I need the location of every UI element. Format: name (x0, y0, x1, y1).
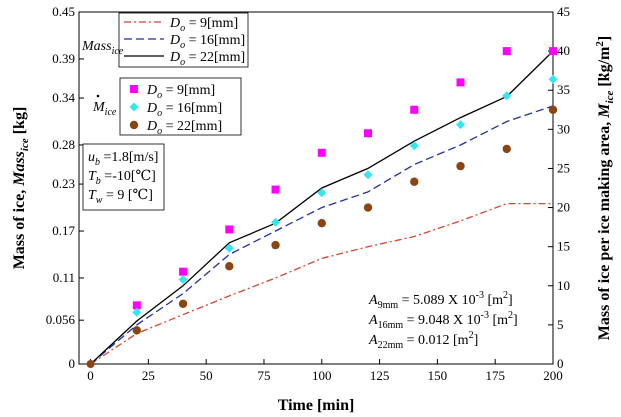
data-point (317, 148, 326, 157)
condition-text: ub =1.8[m/s] (88, 150, 158, 168)
y-left-tick-label: 0 (69, 356, 76, 371)
y-right-tick-label: 35 (557, 82, 570, 97)
m-ice-label: Mice (92, 100, 117, 118)
series-line (90, 50, 554, 365)
data-point (178, 299, 188, 308)
data-point (364, 129, 373, 138)
data-point (502, 91, 512, 101)
y-right-tick-label: 40 (557, 43, 570, 58)
bottom-axis-ticks: 0 25 50 75 100 125 150 175 200 (87, 359, 563, 383)
legend-marker-swatch (130, 85, 138, 93)
condition-text: Tw = 9 [℃] (88, 188, 153, 206)
data-point (271, 185, 280, 194)
origin-point (86, 360, 95, 368)
area-text: A16mm = 9.048 X 10-3 [m2] (368, 310, 518, 331)
y-right-tick-label: 5 (557, 317, 564, 332)
legend-marker-label: Do = 16[mm] (146, 101, 222, 119)
x-tick-label: 100 (312, 368, 332, 383)
y-right-tick-label: 10 (557, 278, 570, 293)
series-line (90, 105, 554, 365)
x-tick-label: 200 (543, 368, 563, 383)
area-text: A22mm = 0.012 [m2] (368, 330, 478, 351)
x-tick-label: 125 (370, 368, 390, 383)
line-series-group (90, 50, 554, 365)
data-point (456, 161, 465, 171)
left-axis-ticks: 0 0.056 0.11 0.17 0.23 0.28 0.34 0.39 0.45 (46, 4, 84, 371)
y-right-tick-label: 0 (557, 356, 564, 371)
condition-text: Tb =-10[℃] (88, 169, 156, 187)
marker-series-group (86, 47, 558, 368)
right-title-dot (598, 73, 602, 77)
x-tick-label: 150 (428, 368, 448, 383)
x-tick-label: 75 (257, 368, 270, 383)
legend-marker-label: Do = 22[mm] (146, 119, 222, 137)
data-point (271, 240, 280, 250)
data-point (456, 78, 465, 87)
y-left-tick-label: 0.34 (52, 90, 75, 105)
series-line (90, 202, 553, 365)
y-right-axis-title: Mass of ice per ice making area, Mice [k… (594, 36, 616, 340)
marker-legend: Do = 9[mm]Do = 16[mm]Do = 22[mm] (119, 77, 242, 137)
data-point (548, 74, 558, 84)
data-point (410, 177, 419, 186)
x-axis-title: Time [min] (278, 397, 355, 414)
y-left-axis-title: Mass of ice, Massice [kg] (11, 107, 31, 270)
data-point (410, 105, 419, 114)
legend-line-label: Do = 9[mm] (169, 16, 238, 34)
data-point (178, 275, 188, 285)
data-point (502, 144, 511, 154)
legend-marker-swatch (129, 120, 139, 130)
data-point (548, 105, 558, 114)
legend-marker-label: Do = 9[mm] (146, 83, 215, 101)
y-left-tick-label: 0.39 (52, 51, 75, 66)
x-tick-label: 0 (87, 368, 94, 383)
data-point (132, 301, 141, 310)
data-point (132, 307, 142, 317)
y-left-tick-label: 0.056 (46, 312, 76, 327)
data-point (502, 47, 511, 56)
legend-line-label: Do = 16[mm] (169, 33, 245, 51)
mass-ice-label: Massice (81, 39, 124, 57)
data-point (456, 120, 466, 130)
x-tick-label: 25 (142, 368, 155, 383)
data-point (132, 326, 142, 335)
y-right-tick-label: 20 (557, 200, 570, 215)
data-point (317, 219, 326, 228)
y-left-tick-label: 0.17 (52, 223, 75, 238)
data-point (224, 243, 234, 253)
legend-line-label: Do = 22[mm] (169, 50, 245, 68)
data-point (179, 267, 188, 276)
y-left-tick-label: 0.28 (52, 137, 75, 152)
area-text: A9mm = 5.089 X 10-3 [m2] (368, 290, 513, 311)
conditions-box: ub =1.8[m/s]Tb =-10[℃]Tw = 9 [℃] (82, 143, 165, 211)
m-ice-dot (96, 94, 100, 98)
x-tick-label: 50 (200, 368, 213, 383)
data-point (549, 47, 557, 56)
area-annotations: A9mm = 5.089 X 10-3 [m2]A16mm = 9.048 X … (368, 290, 518, 351)
legend-marker-swatch (129, 102, 139, 112)
y-left-tick-label: 0.11 (53, 270, 75, 285)
data-point (363, 170, 373, 180)
right-axis-ticks: 0 5 10 15 20 25 30 35 40 45 (548, 4, 570, 371)
data-point (271, 217, 281, 227)
data-point (225, 225, 234, 234)
y-right-tick-label: 45 (557, 4, 570, 19)
y-left-tick-label: 0.45 (52, 4, 75, 19)
y-left-tick-label: 0.23 (52, 176, 75, 191)
line-legend: Do = 9[mm]Do = 16[mm]Do = 22[mm] (118, 12, 249, 68)
x-tick-label: 175 (485, 368, 505, 383)
data-point (409, 141, 419, 151)
data-point (363, 203, 373, 212)
y-right-tick-label: 25 (557, 160, 570, 175)
y-right-tick-label: 30 (557, 121, 570, 136)
plot-frame (78, 11, 554, 365)
y-right-tick-label: 15 (557, 239, 570, 254)
data-point (317, 188, 327, 198)
data-point (225, 262, 234, 271)
